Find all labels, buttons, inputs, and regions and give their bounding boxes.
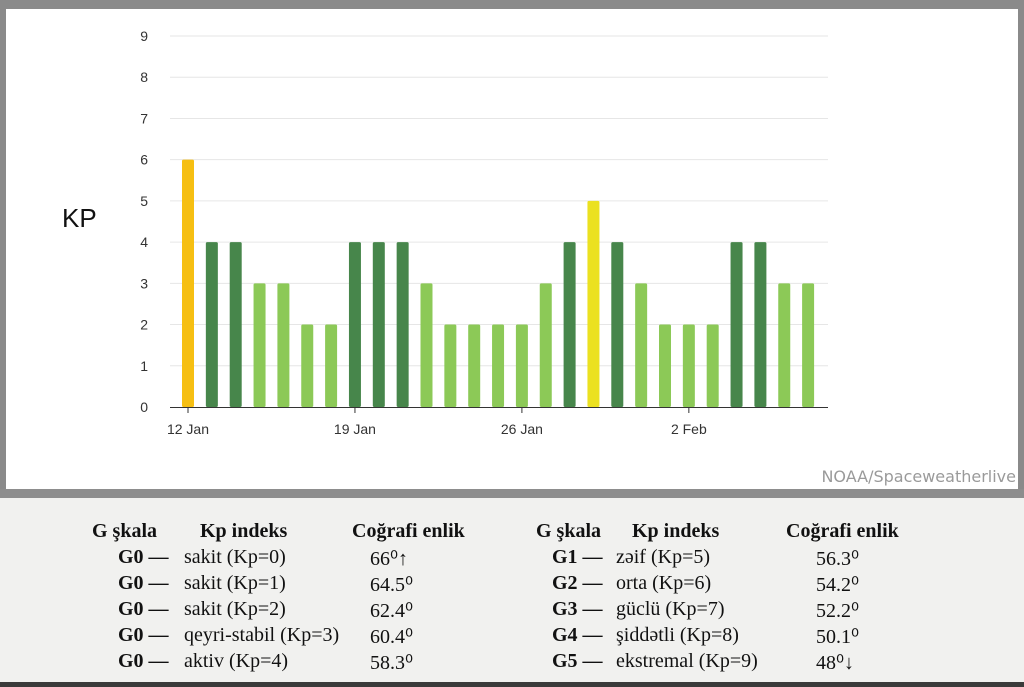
bottom-edge [0,682,1024,687]
x-tick-label: 19 Jan [334,421,376,437]
bar-21-jan [396,242,409,407]
geo-latitude-cell: 60.4⁰ [370,626,414,648]
g-scale-cell: G0 — [118,546,169,568]
table-row: G0 — sakit (Kp=1) 64.5⁰ [92,572,512,598]
geo-latitude-cell: 52.2⁰ [816,600,860,622]
bar-7-feb [802,283,815,407]
kp-index-cell: orta (Kp=6) [616,572,712,594]
panel-divider [0,489,1024,498]
header-geo-latitude: Coğrafi enlik [352,520,465,542]
y-tick-label: 3 [140,275,148,291]
table-row: G3 — güclü (Kp=7) 52.2⁰ [536,598,956,624]
bar-24-jan [468,324,481,407]
bar-1-feb [659,324,671,407]
x-tick-label: 26 Jan [501,421,543,437]
bar-13-jan [205,242,218,407]
kp-index-cell: aktiv (Kp=4) [184,650,289,672]
geo-latitude-cell: 54.2⁰ [816,574,860,596]
g-scale-table: G şkala Kp indeks Coğrafi enlik G0 — saki… [0,498,1024,682]
bar-25-jan [492,324,505,407]
g-scale-cell: G2 — [552,572,603,594]
source-credit: NOAA/Spaceweatherlive [821,467,1016,486]
geo-latitude-cell: 64.5⁰ [370,574,414,596]
bar-5-feb [754,242,767,407]
g-scale-cell: G5 — [552,650,603,672]
kp-index-cell: sakit (Kp=0) [184,546,286,568]
bar-19-jan [348,242,361,407]
geo-latitude-cell: 50.1⁰ [816,626,860,648]
table-row: G0 — sakit (Kp=2) 62.4⁰ [92,598,512,624]
kp-index-cell: ekstremal (Kp=9) [616,650,758,672]
bar-28-jan [563,242,576,407]
y-tick-label: 8 [140,69,148,85]
x-tick-label: 12 Jan [167,421,209,437]
table-row: G0 — aktiv (Kp=4) 58.3⁰ [92,650,512,676]
g-scale-cell: G0 — [118,650,169,672]
bar-2-feb [682,324,695,407]
kp-index-cell: güclü (Kp=7) [616,598,725,620]
y-tick-label: 1 [140,358,148,374]
bar-6-feb [778,283,791,407]
header-g-scale: G şkala [92,520,158,542]
geo-latitude-cell: 48⁰↓ [816,652,855,674]
kp-index-cell: şiddətli (Kp=8) [616,624,739,646]
geo-latitude-cell: 56.3⁰ [816,548,860,570]
g-scale-cell: G4 — [552,624,603,646]
header-g-scale: G şkala [536,520,602,542]
y-tick-label: 2 [140,317,148,333]
kp-index-cell: sakit (Kp=2) [184,598,286,620]
kp-index-cell: zəif (Kp=5) [616,546,711,568]
geo-latitude-cell: 58.3⁰ [370,652,414,674]
table-row: G4 — şiddətli (Kp=8) 50.1⁰ [536,624,956,650]
g-scale-cell: G0 — [118,624,169,646]
kp-index-cell: qeyri-stabil (Kp=3) [184,624,340,646]
bar-17-jan [301,324,314,407]
y-tick-label: 0 [140,399,148,415]
bar-30-jan [611,242,624,407]
g-scale-cell: G3 — [552,598,603,620]
y-tick-label: 9 [140,28,148,44]
bar-29-jan [587,200,600,407]
x-tick-label: 2 Feb [671,421,707,437]
bar-4-feb [730,242,743,407]
bar-14-jan [229,242,242,407]
header-geo-latitude: Coğrafi enlik [786,520,899,542]
g-scale-cell: G0 — [118,572,169,594]
y-tick-label: 6 [140,152,148,168]
bar-18-jan [325,324,338,407]
bar-31-jan [635,283,648,407]
bar-16-jan [277,283,290,407]
header-kp-index: Kp indeks [200,520,288,542]
table-row: G0 — qeyri-stabil (Kp=3) 60.4⁰ [92,624,512,650]
kp-index-cell: sakit (Kp=1) [184,572,286,594]
geo-latitude-cell: 62.4⁰ [370,600,414,622]
g-scale-cell: G0 — [118,598,169,620]
bar-15-jan [253,283,266,407]
bar-12-jan [182,159,194,407]
header-kp-index: Kp indeks [632,520,720,542]
chart-panel: 0 1 2 3 4 5 6 7 8 9 12 Jan 19 Jan 26 Jan 2 Feb KP NOA… [6,9,1018,489]
bar-27-jan [539,283,552,407]
table-row: G1 — zəif (Kp=5) 56.3⁰ [536,546,956,572]
bar-3-feb [706,324,719,407]
table-row: G2 — orta (Kp=6) 54.2⁰ [536,572,956,598]
y-tick-label: 7 [140,110,148,126]
geo-latitude-cell: 66⁰↑ [370,548,409,570]
bar-20-jan [372,242,385,407]
kp-bar-chart: 0 1 2 3 4 5 6 7 8 9 12 Jan 19 Jan 26 Jan 2 Feb [140,28,828,437]
bar-26-jan [515,324,528,407]
y-axis-title: KP [62,203,97,233]
table-row: G5 — ekstremal (Kp=9) 48⁰↓ [536,650,956,676]
bar-23-jan [444,324,457,407]
g-scale-cell: G1 — [552,546,603,568]
y-tick-label: 5 [140,193,148,209]
table-row: G0 — sakit (Kp=0) 66⁰↑ [92,546,512,572]
bar-22-jan [420,283,433,407]
y-tick-label: 4 [140,234,148,250]
